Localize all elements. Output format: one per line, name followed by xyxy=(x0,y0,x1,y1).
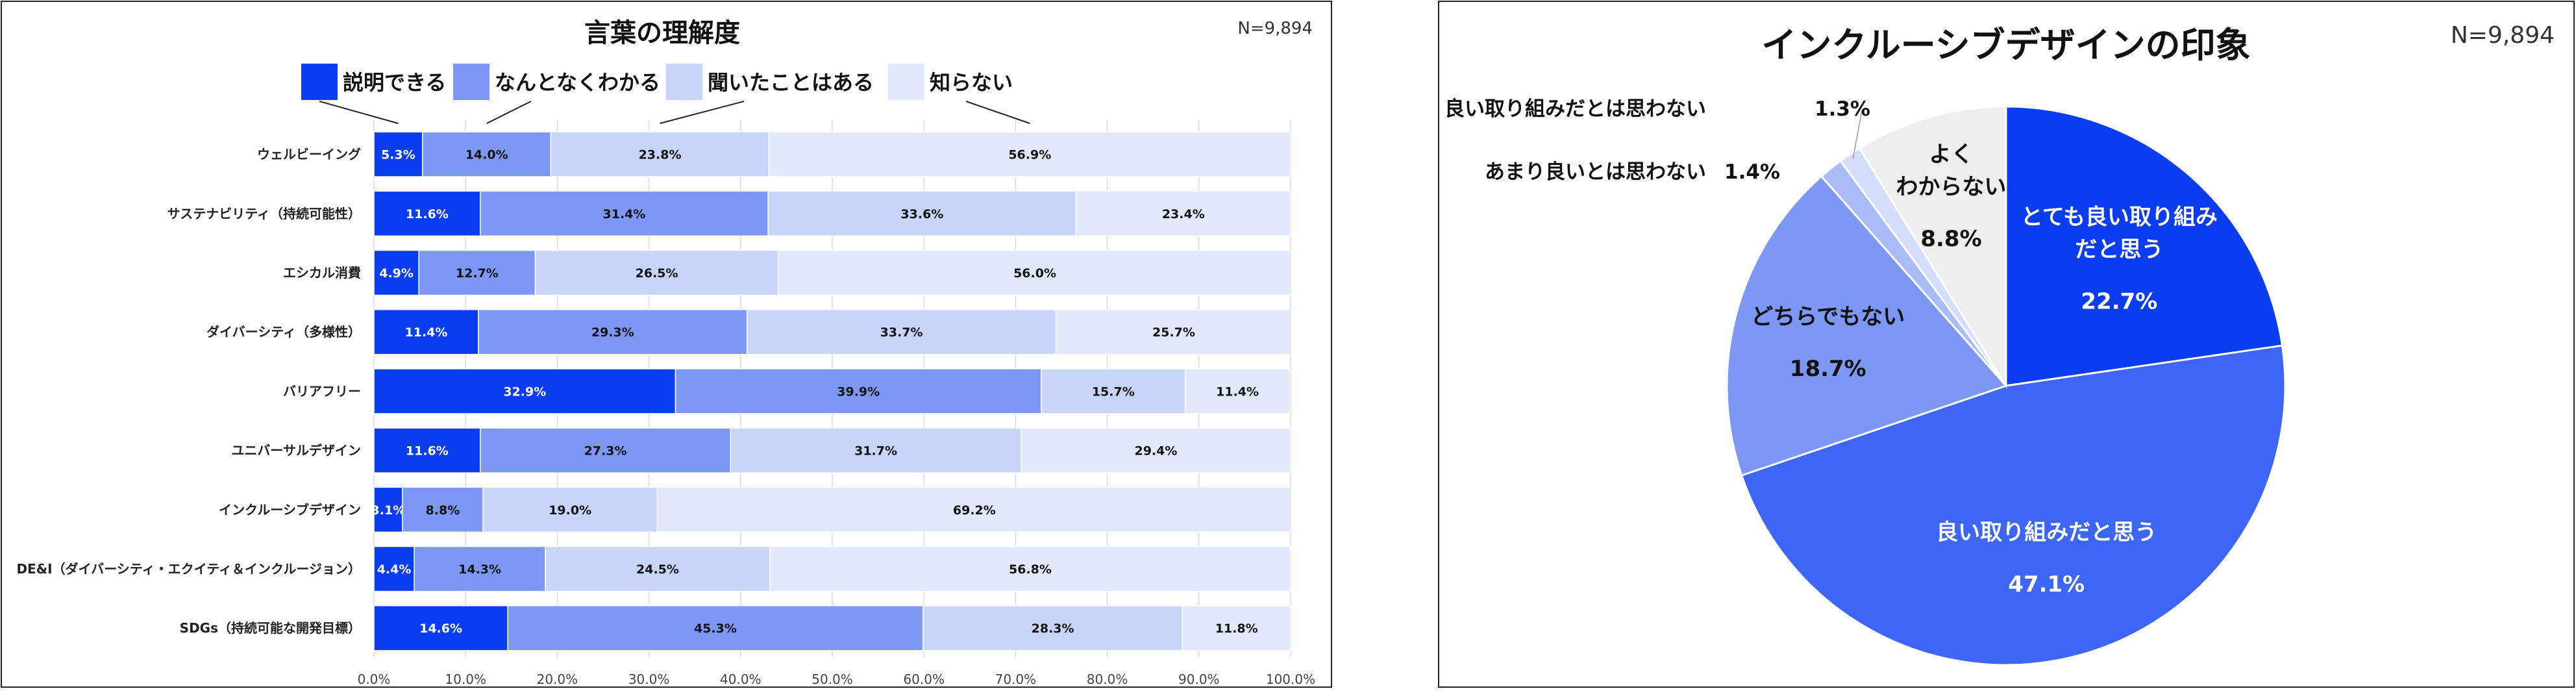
bar-value-label: 4.9% xyxy=(379,266,414,281)
pie-slice-value: 22.7% xyxy=(2081,288,2157,314)
x-tick-label: 0.0% xyxy=(358,672,391,687)
category-label: バリアフリー xyxy=(283,383,361,399)
legend-label: 知らない xyxy=(930,70,1013,95)
bar-value-label: 33.6% xyxy=(900,207,943,221)
x-tick-label: 50.0% xyxy=(811,672,853,687)
category-label: サステナビリティ（持続可能性） xyxy=(167,206,361,221)
legend-swatch xyxy=(453,64,489,100)
bar-value-label: 11.8% xyxy=(1215,622,1258,636)
pie-slice-value: 8.8% xyxy=(1920,226,1981,252)
bar-value-label: 11.6% xyxy=(406,207,449,221)
x-tick-label: 80.0% xyxy=(1087,672,1128,687)
pie-slice-value: 1.3% xyxy=(1814,97,1870,121)
bar-value-label: 5.3% xyxy=(381,148,415,162)
bar-value-label: 15.7% xyxy=(1092,384,1135,399)
bar-value-label: 45.3% xyxy=(694,622,737,636)
pie-slice-name: よく xyxy=(1929,142,1973,168)
bar-value-label: 31.7% xyxy=(854,444,897,459)
bar-value-label: 23.8% xyxy=(639,148,682,162)
bar-value-label: 12.7% xyxy=(456,266,499,281)
bar-chart-bars: 5.3% 14.0% 23.8% 56.9% 11.6% 31.4% 33.6% 23.4% 4… xyxy=(371,132,1292,651)
pie-slice-name: だと思う xyxy=(2075,236,2163,262)
pie-slice-value: 1.4% xyxy=(1724,160,1780,184)
bar-value-label: 11.4% xyxy=(405,325,448,340)
bar-value-label: 56.9% xyxy=(1008,148,1051,162)
bar-value-label: 27.3% xyxy=(584,444,627,459)
bar-value-label: 33.7% xyxy=(880,325,923,340)
category-label: ユニバーサルデザイン xyxy=(231,443,361,459)
pie-slice-name: どちらでもない xyxy=(1751,304,1905,330)
bar-value-label: 8.8% xyxy=(426,503,460,518)
pie-chart-sample-size: N=9,894 xyxy=(2451,22,2555,49)
category-label: ウェルビーイング xyxy=(257,147,361,162)
bar-value-label: 39.9% xyxy=(837,384,880,399)
bar-value-label: 25.7% xyxy=(1152,325,1195,340)
x-tick-label: 40.0% xyxy=(720,672,762,687)
legend-swatch xyxy=(888,64,924,100)
bar-value-label: 11.4% xyxy=(1216,384,1259,399)
x-tick-label: 60.0% xyxy=(903,672,945,687)
bar-value-label: 23.4% xyxy=(1162,207,1205,221)
bar-value-label: 14.3% xyxy=(458,562,501,577)
legend-label: なんとなくわかる xyxy=(495,70,660,95)
bar-value-label: 32.9% xyxy=(503,384,546,399)
category-label: インクルーシブデザイン xyxy=(219,502,361,518)
x-tick-label: 20.0% xyxy=(537,672,578,687)
pie-slice-name: とても良い取り組み xyxy=(2021,204,2218,230)
legend-label: 聞いたことはある xyxy=(708,70,874,95)
bar-chart-sample-size: N=9,894 xyxy=(1237,19,1313,38)
bar-value-label: 26.5% xyxy=(636,266,678,281)
pie-slice-value: 47.1% xyxy=(2008,572,2085,597)
bar-value-label: 14.0% xyxy=(465,148,508,162)
bar-value-label: 29.4% xyxy=(1134,444,1177,459)
bar-value-label: 56.0% xyxy=(1013,266,1056,281)
x-tick-label: 10.0% xyxy=(445,672,486,687)
bar-value-label: 14.6% xyxy=(419,622,462,636)
legend-swatch xyxy=(301,64,338,100)
pie-slice-name: 良い取り組みだとは思わない xyxy=(1444,97,1706,121)
pie-slice-name: わからない xyxy=(1896,174,2006,200)
pie-chart-title: インクルーシブデザインの印象 xyxy=(1761,25,2250,66)
x-tick-label: 30.0% xyxy=(628,672,670,687)
category-label: SDGs（持続可能な開発目標） xyxy=(180,620,361,636)
bar-value-label: 24.5% xyxy=(636,562,679,577)
bar-value-label: 3.1% xyxy=(371,503,406,518)
bar-value-label: 4.4% xyxy=(377,562,412,577)
category-label: ダイバーシティ（多様性） xyxy=(206,324,361,340)
category-label: DE&I（ダイバーシティ・エクイティ＆インクルージョン） xyxy=(16,561,361,577)
bar-value-label: 56.8% xyxy=(1009,562,1052,577)
x-tick-label: 100.0% xyxy=(1266,672,1315,687)
pie-slice-name: あまり良いとは思わない xyxy=(1485,160,1706,184)
bar-value-label: 31.4% xyxy=(603,207,646,221)
legend-swatch xyxy=(666,64,702,100)
pie-slice-name: 良い取り組みだと思う xyxy=(1936,520,2157,546)
bar-value-label: 28.3% xyxy=(1032,622,1074,636)
bar-value-label: 11.6% xyxy=(406,444,449,459)
legend-label: 説明できる xyxy=(343,70,446,95)
bar-value-label: 19.0% xyxy=(549,503,591,518)
bar-chart-panel: 言葉の理解度 N=9,894 説明できる なんとなくわかる 聞いたことはある 知らない… xyxy=(1,1,1331,687)
x-tick-label: 70.0% xyxy=(995,672,1037,687)
category-label: エシカル消費 xyxy=(283,265,361,281)
x-tick-label: 90.0% xyxy=(1178,672,1220,687)
pie-slice-value: 18.7% xyxy=(1790,356,1866,382)
bar-value-label: 69.2% xyxy=(953,503,996,518)
bar-value-label: 29.3% xyxy=(591,325,634,340)
bar-chart-title: 言葉の理解度 xyxy=(584,18,740,48)
